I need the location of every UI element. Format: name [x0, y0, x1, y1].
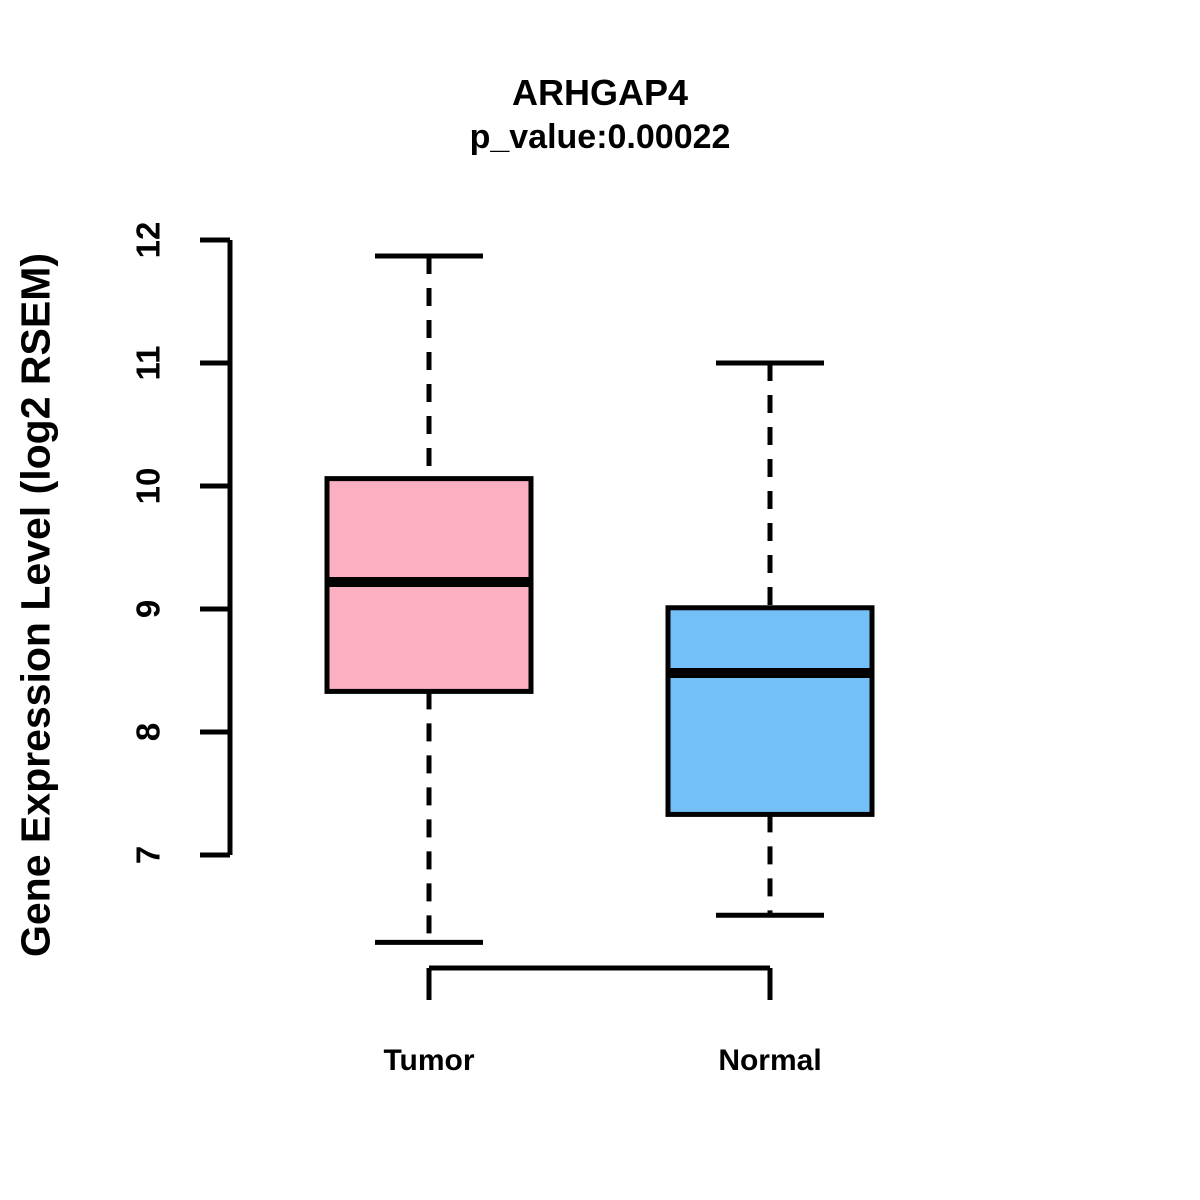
category-label-normal: Normal: [718, 1044, 821, 1077]
y-tick-label: 9: [130, 600, 167, 618]
category-label-tumor: Tumor: [383, 1044, 474, 1077]
y-tick-label: 11: [130, 346, 167, 381]
chart-subtitle: p_value:0.00022: [469, 118, 731, 156]
y-tick-label: 7: [130, 846, 167, 864]
box-normal: [665, 605, 875, 817]
y-tick-label: 12: [130, 222, 167, 259]
y-tick-label: 10: [130, 468, 167, 505]
chart-title: ARHGAP4: [511, 72, 689, 113]
y-tick-label: 8: [130, 723, 167, 741]
